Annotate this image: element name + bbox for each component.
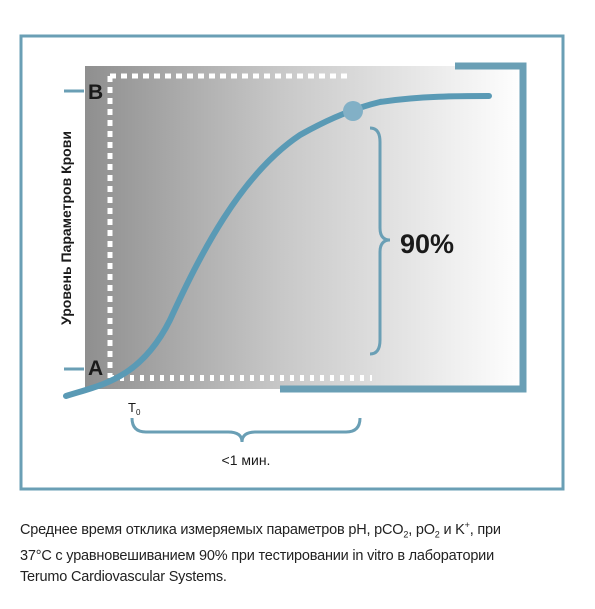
percent-label: 90% [400, 229, 454, 259]
caption-text: и K [439, 521, 465, 538]
o2-subscript: 2 [434, 529, 440, 540]
caption-text: , при [469, 521, 501, 538]
percent-brace [369, 126, 391, 356]
caption-line-2: 37°C с уравновешиванием 90% при тестиров… [20, 547, 494, 564]
time-brace [130, 417, 362, 443]
caption: Среднее время отклика измеряемых парамет… [20, 515, 580, 588]
response-time-diagram: Уровень Параметров Крови B A T0 90% <1 м… [19, 34, 565, 491]
caption-text: , pO [408, 521, 435, 538]
shaded-region [85, 66, 523, 389]
inner-frame-border [280, 62, 527, 393]
y-axis-label: Уровень Параметров Крови [58, 131, 74, 325]
caption-line-1: Среднее время отклика измеряемых парамет… [20, 515, 580, 546]
level-b-label: B [88, 81, 103, 104]
level-a-label: A [88, 357, 103, 380]
time-label: <1 мин. [222, 452, 271, 468]
ninety-percent-point [343, 101, 363, 121]
t0-base: T [128, 400, 136, 415]
t0-subscript: 0 [136, 408, 141, 417]
outer-frame [19, 34, 565, 491]
caption-text: Среднее время отклика измеряемых парамет… [20, 521, 404, 538]
caption-line-3: Terumo Cardiovascular Systems. [20, 568, 227, 585]
k-superscript: + [464, 520, 470, 530]
t0-label: T0 [128, 400, 141, 417]
co2-subscript: 2 [403, 529, 409, 540]
response-curve [63, 93, 492, 399]
